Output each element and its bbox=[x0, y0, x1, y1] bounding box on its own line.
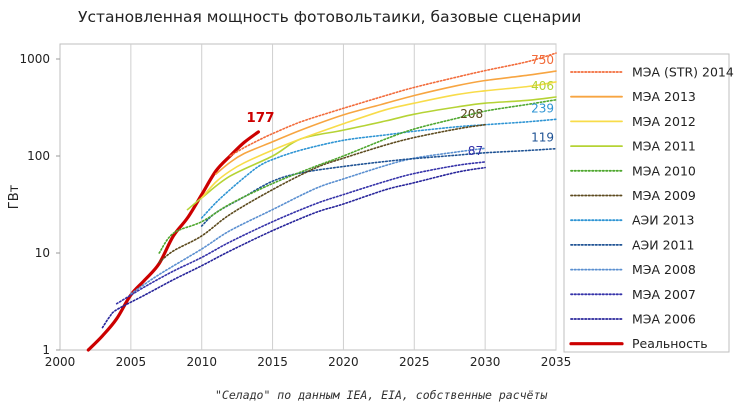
end-labels: 750 406 208 239 119 87 177 bbox=[246, 53, 554, 158]
y-tick-label: 1000 bbox=[19, 52, 50, 66]
legend: МЭА (STR) 2014 МЭА 2013 МЭА 2012 МЭА 2011 МЭ… bbox=[569, 65, 734, 351]
y-tick-label: 1 bbox=[42, 343, 50, 357]
tick-labels: 2000 2005 2010 2015 2020 2025 2030 2035 1 10 100 10… bbox=[19, 52, 571, 369]
legend-label: МЭА 2006 bbox=[632, 312, 696, 327]
data-label-мэа-2009: 208 bbox=[460, 107, 483, 121]
series-line-мэа-2012 bbox=[200, 81, 557, 199]
series-line-мэа-2008 bbox=[130, 147, 486, 295]
y-tick-label: 10 bbox=[35, 246, 50, 260]
data-label-реальность: 177 bbox=[246, 110, 274, 126]
x-tick-label: 2035 bbox=[541, 355, 572, 369]
series-line-аэи-2011 bbox=[200, 147, 557, 227]
legend-label: МЭА 2012 bbox=[632, 114, 696, 129]
source-note: "Селадо" по данным IEA, EIA, собственные… bbox=[215, 388, 547, 402]
x-tick-label: 2030 bbox=[470, 355, 501, 369]
series-line-мэа-2006 bbox=[101, 166, 486, 329]
legend-label: Реальность bbox=[632, 336, 708, 351]
x-tick-label: 2020 bbox=[328, 355, 359, 369]
x-tick-label: 2005 bbox=[116, 355, 147, 369]
x-tick-label: 2000 bbox=[45, 355, 76, 369]
y-axis-label: ГВт bbox=[7, 184, 22, 209]
legend-label: МЭА 2013 bbox=[632, 89, 696, 104]
series-line-мэа-2013 bbox=[215, 70, 557, 175]
y-tick-label: 100 bbox=[27, 149, 50, 163]
data-label-аэи-2013: 239 bbox=[531, 101, 554, 115]
legend-label: МЭА (STR) 2014 bbox=[632, 65, 734, 80]
x-tick-label: 2015 bbox=[257, 355, 288, 369]
x-tick-label: 2025 bbox=[399, 355, 430, 369]
legend-label: МЭА 2009 bbox=[632, 188, 696, 203]
legend-label: АЭИ 2013 bbox=[632, 213, 694, 228]
series-line-мэа-2009 bbox=[158, 123, 486, 264]
series-line-мэа-str-2014 bbox=[229, 52, 557, 157]
series-line-мэа-2011 bbox=[186, 96, 557, 211]
data-label-аэи-2011: 119 bbox=[531, 131, 554, 145]
series-line-мэа-2010 bbox=[158, 99, 557, 254]
legend-label: МЭА 2010 bbox=[632, 163, 696, 178]
legend-label: МЭА 2011 bbox=[632, 139, 696, 154]
data-label-мэа-str-2014: 750 bbox=[531, 53, 554, 67]
legend-label: МЭА 2008 bbox=[632, 262, 696, 277]
chart-title: Установленная мощность фотовольтаики, ба… bbox=[78, 8, 581, 26]
x-tick-label: 2010 bbox=[186, 355, 217, 369]
legend-label: АЭИ 2011 bbox=[632, 237, 694, 252]
series-line-мэа-2007 bbox=[115, 161, 486, 305]
series-lines bbox=[86, 52, 557, 352]
legend-box bbox=[563, 53, 730, 353]
plot-area bbox=[59, 43, 557, 351]
legend-label: МЭА 2007 bbox=[632, 287, 696, 302]
data-label-мэа-2011: 406 bbox=[531, 79, 554, 93]
data-label-мэа-2007: 87 bbox=[468, 144, 483, 158]
